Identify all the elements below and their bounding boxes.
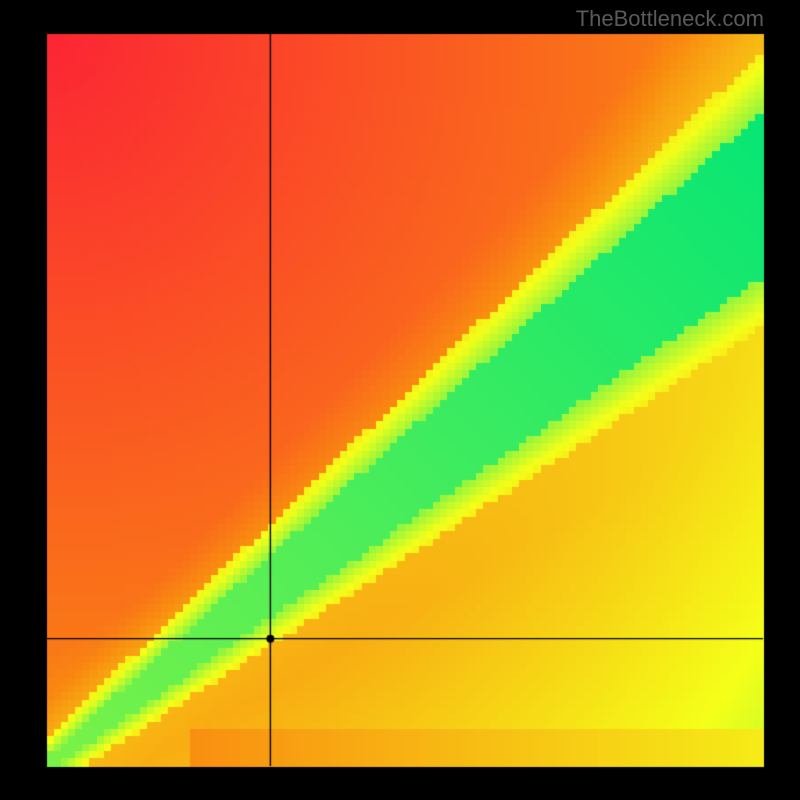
chart-container: TheBottleneck.com (0, 0, 800, 800)
heatmap-canvas (0, 0, 800, 800)
watermark-text: TheBottleneck.com (576, 6, 764, 32)
